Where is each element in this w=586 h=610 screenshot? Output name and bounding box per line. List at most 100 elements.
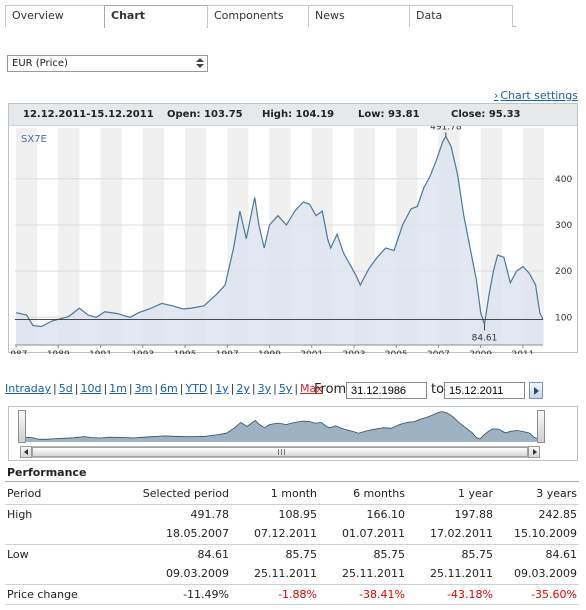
quote-header: 12.12.2011-15.12.2011 Open: 103.75 High:…	[9, 104, 577, 126]
navigator-left-handle[interactable]	[18, 410, 26, 443]
to-date-input[interactable]	[444, 382, 525, 399]
range-link-max[interactable]: Max	[300, 382, 323, 395]
x-tick-label: 2005	[385, 350, 408, 354]
low-annotation: 84.61	[472, 333, 498, 343]
separator: |	[209, 382, 214, 395]
x-tick-label: 1993	[131, 350, 154, 354]
quote-low: Low: 93.81	[358, 109, 420, 120]
table-cell: 09.03.2009	[101, 564, 231, 585]
range-link-10d[interactable]: 10d	[80, 382, 102, 395]
high-annotation: 491.78	[430, 122, 462, 132]
tab-chart[interactable]: Chart	[104, 5, 208, 28]
scroll-left-button[interactable]	[20, 446, 32, 458]
range-link-1m[interactable]: 1m	[109, 382, 127, 395]
separator: |	[154, 382, 159, 395]
navigator-line	[21, 411, 538, 440]
divider	[5, 481, 579, 482]
currency-select[interactable]: EUR (Price)	[7, 55, 208, 72]
price-line	[15, 135, 544, 328]
quote-period: 12.12.2011-15.12.2011	[23, 109, 154, 120]
navigator-right-handle[interactable]	[537, 410, 545, 443]
separator: |	[74, 382, 79, 395]
table-cell: 18.05.2007	[101, 524, 231, 545]
table-cell: 85.75	[373, 547, 406, 561]
updown-arrows-icon	[196, 57, 204, 70]
row-label: Price change	[5, 584, 101, 605]
x-tick-label: 1989	[47, 350, 70, 354]
table-cell: 17.02.2011	[407, 524, 495, 545]
year-band	[100, 128, 122, 345]
table-cell: 242.85	[538, 507, 578, 521]
table-cell: 15.10.2009	[495, 524, 579, 545]
range-link-3m[interactable]: 3m	[134, 382, 153, 395]
table-cell: 01.07.2011	[319, 524, 407, 545]
x-tick-label: 1991	[89, 350, 112, 354]
tab-components[interactable]: Components	[207, 5, 309, 27]
column-header: Selected period	[101, 484, 231, 505]
year-band	[142, 128, 164, 345]
from-label: From	[314, 382, 347, 397]
row-label: High	[7, 507, 33, 521]
table-cell: -1.88%	[231, 584, 319, 605]
chart-settings-link[interactable]: › Chart settings	[494, 89, 578, 102]
table-row-high-dates: 18.05.2007 07.12.2011 01.07.2011 17.02.2…	[5, 524, 579, 545]
performance-title: Performance	[7, 466, 87, 479]
table-cell: -43.18%	[407, 584, 495, 605]
range-link-1y[interactable]: 1y	[215, 382, 229, 395]
x-tick-label: 2007	[427, 350, 450, 354]
tab-overview[interactable]: Overview	[5, 5, 105, 27]
range-link-3y[interactable]: 3y	[257, 382, 272, 395]
range-link-intraday[interactable]: Intraday	[5, 382, 52, 395]
table-cell: 84.61	[545, 547, 578, 561]
scroll-right-button[interactable]	[528, 446, 540, 458]
range-link-5d[interactable]: 5d	[58, 382, 73, 395]
separator: |	[273, 382, 277, 395]
row-label: Low	[7, 547, 29, 561]
x-tick-label: 2009	[469, 350, 492, 354]
performance-table: Period Selected period 1 month 6 months …	[5, 484, 579, 605]
table-cell: 25.11.2011	[319, 564, 407, 585]
table-cell: 25.11.2011	[407, 564, 495, 585]
column-header: Period	[5, 484, 101, 505]
column-header: 6 months	[319, 484, 407, 505]
navigator-area	[21, 411, 537, 442]
y-tick-label: 400	[555, 175, 572, 185]
empty-cell	[5, 524, 101, 545]
from-date-input[interactable]	[346, 382, 427, 399]
table-cell: 166.10	[366, 507, 406, 521]
table-cell: -11.49%	[101, 584, 231, 605]
apply-range-button[interactable]	[529, 382, 543, 399]
separator: |	[128, 382, 133, 395]
table-cell: 25.11.2011	[231, 564, 319, 585]
table-cell: 85.75	[461, 547, 494, 561]
empty-cell	[5, 564, 101, 585]
year-band	[16, 128, 38, 345]
separator: |	[230, 382, 235, 395]
quote-open: Open: 103.75	[167, 109, 243, 120]
table-cell: -35.60%	[495, 584, 579, 605]
chevron-right-icon: ›	[494, 89, 499, 102]
tab-news[interactable]: News	[308, 5, 410, 27]
table-header-row: Period Selected period 1 month 6 months …	[5, 484, 579, 505]
separator: |	[179, 382, 184, 395]
table-cell: 85.75	[285, 547, 318, 561]
range-link-5y[interactable]: 5y	[278, 382, 293, 395]
scrollbar-thumb[interactable]	[32, 447, 528, 457]
x-tick-label: 1995	[174, 350, 197, 354]
table-cell: -38.41%	[319, 584, 407, 605]
separator: |	[251, 382, 256, 395]
grip-icon	[278, 449, 285, 455]
table-row-price-change: Price change -11.49% -1.88% -38.41% -43.…	[5, 584, 579, 605]
range-link-6m[interactable]: 6m	[160, 382, 178, 395]
range-link-ytd[interactable]: YTD	[185, 382, 208, 395]
y-tick-label: 300	[555, 221, 572, 231]
column-header: 1 month	[231, 484, 319, 505]
quote-high: High: 104.19	[262, 109, 335, 120]
tab-data[interactable]: Data	[409, 5, 513, 27]
quote-close: Close: 95.33	[451, 109, 521, 120]
table-cell: 84.61	[197, 547, 230, 561]
range-link-2y[interactable]: 2y	[236, 382, 250, 395]
